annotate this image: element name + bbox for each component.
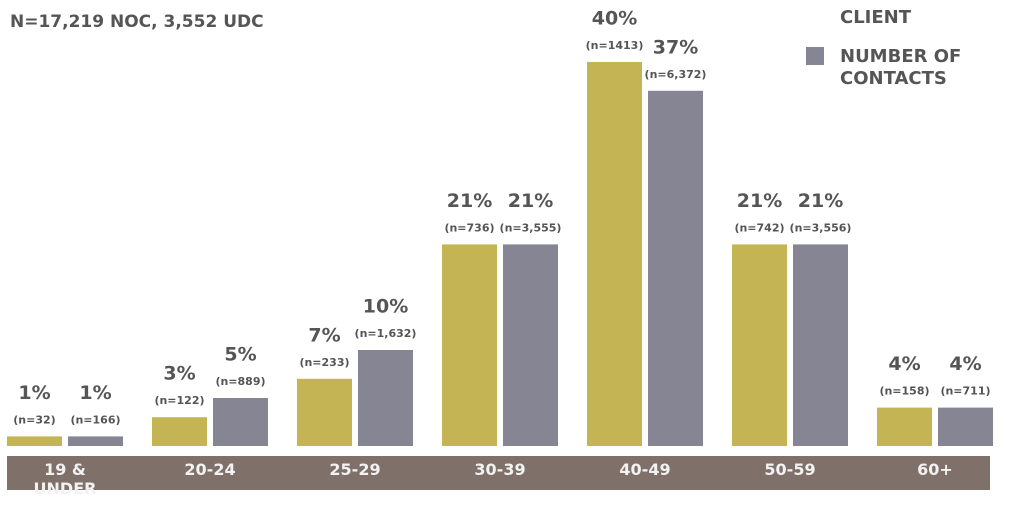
bar bbox=[732, 244, 787, 446]
value-label: 5% bbox=[224, 344, 256, 366]
category-label: 40-49 bbox=[619, 460, 671, 479]
count-label: (n=6,372) bbox=[645, 68, 707, 81]
count-label: (n=736) bbox=[444, 221, 494, 234]
value-label: 1% bbox=[18, 382, 50, 404]
count-label: (n=1,632) bbox=[355, 327, 417, 340]
category-band bbox=[7, 456, 990, 490]
chart-title: N=17,219 NOC, 3,552 UDC bbox=[10, 12, 264, 32]
value-label: 1% bbox=[79, 382, 111, 404]
count-label: (n=158) bbox=[879, 385, 929, 398]
count-label: (n=32) bbox=[13, 413, 55, 426]
legend-swatch bbox=[806, 47, 824, 65]
value-label: 21% bbox=[798, 190, 843, 212]
bar bbox=[152, 417, 207, 446]
value-label: 4% bbox=[888, 353, 920, 375]
bar bbox=[938, 407, 993, 446]
value-label: 7% bbox=[308, 324, 340, 346]
count-label: (n=3,556) bbox=[790, 221, 852, 234]
value-label: 21% bbox=[737, 190, 782, 212]
category-label: 19 & UNDER bbox=[33, 460, 97, 498]
value-label: 37% bbox=[653, 36, 698, 58]
legend-label: CLIENT bbox=[840, 7, 912, 28]
count-label: (n=889) bbox=[215, 375, 265, 388]
value-label: 10% bbox=[363, 296, 408, 318]
bar bbox=[648, 90, 703, 447]
count-label: (n=166) bbox=[70, 413, 120, 426]
bar bbox=[442, 244, 497, 446]
bar bbox=[877, 407, 932, 446]
bar bbox=[213, 398, 268, 446]
value-label: 40% bbox=[592, 8, 637, 30]
bar bbox=[297, 378, 352, 446]
category-label: 20-24 bbox=[184, 460, 236, 479]
value-label: 21% bbox=[508, 190, 553, 212]
bar bbox=[68, 436, 123, 446]
bar bbox=[7, 436, 62, 446]
value-label: 4% bbox=[949, 353, 981, 375]
count-label: (n=122) bbox=[154, 394, 204, 407]
legend-label: NUMBER OF CONTACTS bbox=[840, 46, 961, 89]
value-label: 21% bbox=[447, 190, 492, 212]
bar bbox=[358, 350, 413, 446]
count-label: (n=3,555) bbox=[500, 221, 562, 234]
count-label: (n=742) bbox=[734, 221, 784, 234]
count-label: (n=233) bbox=[299, 356, 349, 369]
category-label: 60+ bbox=[917, 460, 953, 479]
bar bbox=[503, 244, 558, 446]
bar bbox=[587, 62, 642, 446]
category-label: 50-59 bbox=[764, 460, 816, 479]
category-label: 25-29 bbox=[329, 460, 381, 479]
category-label: 30-39 bbox=[474, 460, 526, 479]
count-label: (n=711) bbox=[940, 385, 990, 398]
value-label: 3% bbox=[163, 363, 195, 385]
count-label: (n=1413) bbox=[586, 39, 644, 52]
bar bbox=[793, 244, 848, 446]
